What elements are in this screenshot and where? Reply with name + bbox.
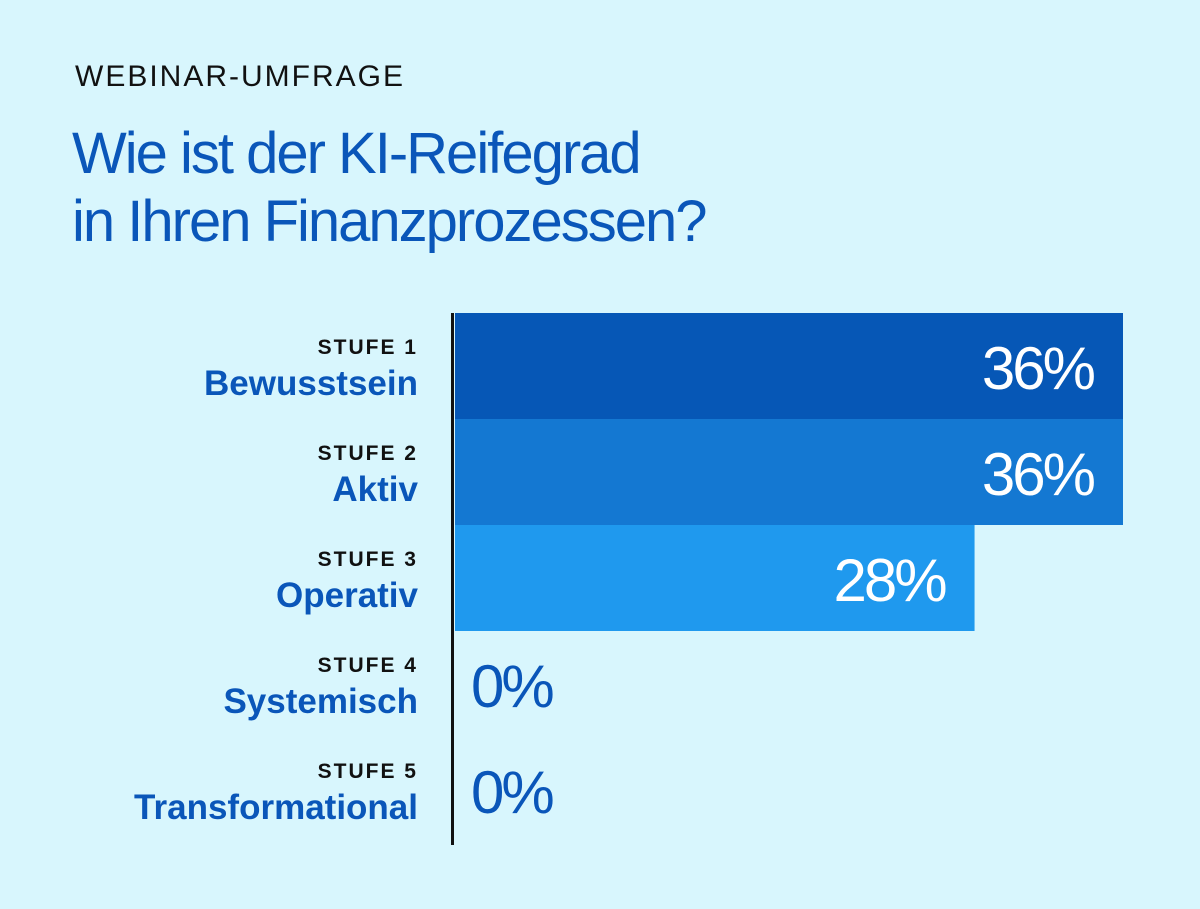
title-line-2: in Ihren Finanzprozessen? — [72, 189, 708, 254]
value-label-1: 36% — [982, 335, 1095, 402]
stage-label-1: STUFE 1 — [318, 336, 418, 359]
title-line-1: Wie ist der KI-Reifegrad — [72, 121, 642, 186]
bar-stufe-3 — [455, 525, 975, 631]
category-label-2: Aktiv — [332, 470, 418, 509]
value-label-3: 28% — [833, 547, 946, 614]
page-title: Wie ist der KI-Reifegrad in Ihren Finanz… — [72, 120, 1152, 256]
stage-label-5: STUFE 5 — [318, 760, 418, 783]
value-label-4: 0% — [471, 653, 553, 720]
category-label-5: Transformational — [134, 788, 418, 827]
survey-eyebrow: WEBINAR-UMFRAGE — [75, 60, 405, 93]
bar-stufe-1 — [455, 313, 1123, 419]
value-label-5: 0% — [471, 759, 553, 826]
y-axis-line — [451, 313, 454, 845]
category-label-4: Systemisch — [223, 682, 418, 721]
category-label-3: Operativ — [276, 576, 419, 615]
bar-stufe-2 — [455, 419, 1123, 525]
value-label-2: 36% — [982, 441, 1095, 508]
category-label-1: Bewusstsein — [204, 364, 418, 403]
stage-label-3: STUFE 3 — [318, 548, 418, 571]
stage-label-2: STUFE 2 — [318, 442, 418, 465]
stage-label-4: STUFE 4 — [318, 654, 418, 677]
